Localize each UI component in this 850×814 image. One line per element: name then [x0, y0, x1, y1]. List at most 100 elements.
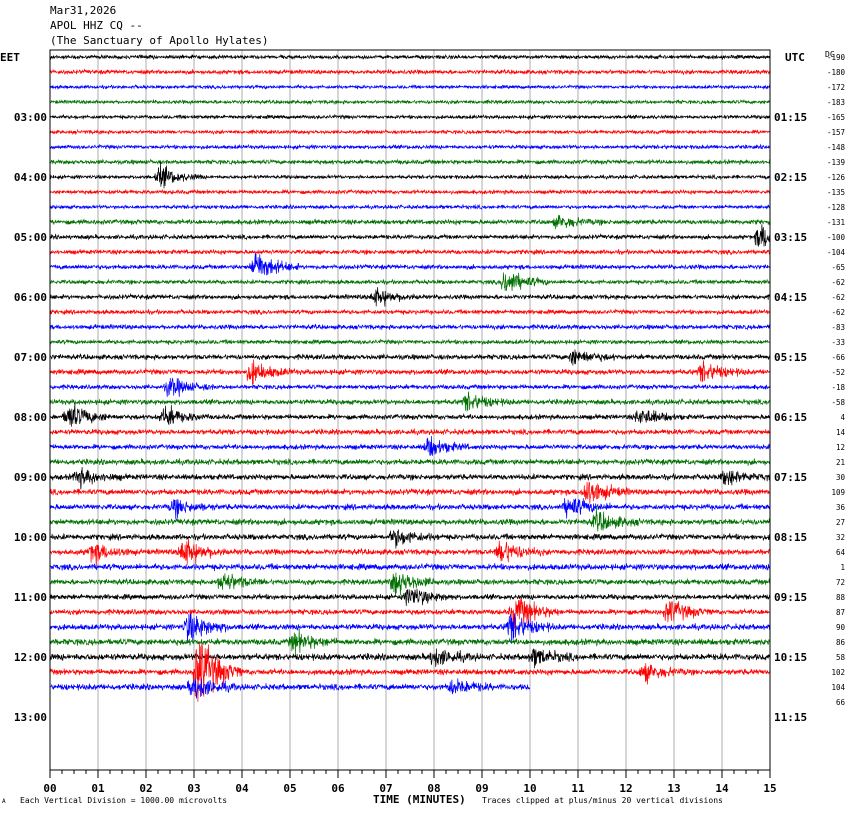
dc-offset-label: -52 — [831, 368, 845, 377]
footer-left-mark: A — [2, 798, 6, 805]
right-hour-label: 10:15 — [774, 651, 807, 664]
trace-row-30 — [49, 498, 771, 520]
dc-offset-labels: -190 -180 -172 -183 -165 -157 -148 -139 -126 -135… — [827, 53, 846, 707]
x-tick-label: 11 — [571, 782, 585, 795]
dc-offset-label: 64 — [836, 548, 846, 557]
left-hour-label: 03:00 — [14, 111, 47, 124]
trace-row-22 — [49, 377, 771, 397]
trace-row-29 — [49, 481, 771, 504]
left-hour-label: 11:00 — [14, 591, 47, 604]
trace-row-16 — [49, 287, 771, 307]
dc-offset-label: -157 — [827, 128, 845, 137]
dc-offset-label: -148 — [827, 143, 846, 152]
dc-offset-label: 86 — [836, 638, 846, 647]
trace-row-1 — [49, 68, 771, 76]
dc-offset-label: 30 — [836, 473, 846, 482]
trace-row-39 — [49, 628, 771, 655]
trace-row-10 — [49, 203, 771, 211]
trace-row-9 — [49, 188, 771, 196]
trace-row-19 — [49, 338, 771, 346]
x-tick-label: 14 — [715, 782, 729, 795]
trace-row-2 — [49, 83, 771, 91]
dc-offset-label: -104 — [827, 248, 846, 257]
dc-offset-label: -180 — [827, 68, 846, 77]
x-tick-label: 04 — [235, 782, 249, 795]
left-hour-label: 06:00 — [14, 291, 47, 304]
dc-offset-label: 36 — [836, 503, 846, 512]
dc-offset-label: 32 — [836, 533, 845, 542]
right-hour-label: 05:15 — [774, 351, 807, 364]
dc-offset-label: -62 — [831, 293, 845, 302]
trace-row-42 — [49, 678, 531, 699]
trace-row-41 — [49, 642, 771, 702]
trace-row-33 — [49, 538, 771, 567]
trace-row-4 — [49, 113, 771, 121]
trace-row-24 — [49, 403, 771, 427]
left-axis-label: EET — [0, 51, 20, 64]
x-tick-label: 10 — [523, 782, 536, 795]
seismic-traces — [49, 53, 771, 702]
right-hour-label: 02:15 — [774, 171, 807, 184]
dc-offset-label: -66 — [831, 353, 845, 362]
trace-row-15 — [49, 272, 771, 292]
dc-offset-label: -172 — [827, 83, 845, 92]
x-tick-label: 01 — [91, 782, 105, 795]
dc-offset-label: -65 — [831, 263, 845, 272]
trace-row-23 — [49, 391, 770, 412]
x-tick-label: 03 — [187, 782, 200, 795]
trace-row-20 — [49, 349, 771, 366]
trace-row-34 — [49, 563, 771, 572]
dc-label: DC — [825, 50, 835, 59]
clip-note: Traces clipped at plus/minus 20 vertical… — [482, 796, 723, 805]
dc-offset-label: 4 — [840, 413, 845, 422]
header-location: (The Sanctuary of Apollo Hylates) — [50, 34, 269, 47]
dc-offset-label: -128 — [827, 203, 846, 212]
plot-frame — [49, 49, 771, 771]
dc-offset-label: -100 — [827, 233, 846, 242]
dc-offset-label: 88 — [836, 593, 846, 602]
x-tick-label: 15 — [763, 782, 776, 795]
trace-row-37 — [49, 597, 771, 630]
trace-row-6 — [49, 143, 771, 151]
dc-offset-label: -131 — [827, 218, 845, 227]
right-hour-label: 11:15 — [774, 711, 807, 724]
x-tick-label: 07 — [379, 782, 392, 795]
dc-offset-label: -58 — [831, 398, 845, 407]
left-hour-label: 12:00 — [14, 651, 47, 664]
dc-offset-label: 1 — [840, 563, 845, 572]
scale-note: Each Vertical Division = 1000.00 microvo… — [20, 796, 227, 805]
dc-offset-label: 12 — [836, 443, 845, 452]
trace-row-18 — [49, 323, 770, 331]
trace-row-3 — [49, 98, 771, 106]
trace-row-36 — [49, 588, 771, 606]
right-axis-label: UTC — [785, 51, 805, 64]
left-hour-label: 05:00 — [14, 231, 47, 244]
right-hour-labels: 01:15 02:15 03:15 04:15 05:15 06:15 07:15 08:15… — [774, 111, 807, 724]
left-hour-label: 13:00 — [14, 711, 47, 724]
dc-offset-label: 27 — [836, 518, 845, 527]
header-station: APOL HHZ CQ -- — [50, 19, 143, 32]
trace-row-21 — [49, 359, 771, 385]
dc-offset-label: -126 — [827, 173, 846, 182]
trace-row-5 — [49, 128, 771, 136]
left-hour-label: 09:00 — [14, 471, 47, 484]
dc-offset-label: -83 — [831, 323, 845, 332]
grid-lines — [97, 50, 723, 770]
right-hour-label: 03:15 — [774, 231, 807, 244]
left-hour-label: 07:00 — [14, 351, 47, 364]
right-hour-label: 08:15 — [774, 531, 807, 544]
right-hour-label: 07:15 — [774, 471, 807, 484]
trace-row-8 — [49, 161, 771, 189]
trace-row-12 — [49, 224, 771, 247]
trace-row-40 — [49, 648, 771, 669]
trace-row-31 — [49, 506, 771, 532]
trace-row-35 — [49, 572, 771, 596]
dc-offset-label: -183 — [827, 98, 845, 107]
x-tick-label: 06 — [331, 782, 345, 795]
header-date: Mar31,2026 — [50, 4, 117, 17]
trace-row-28 — [49, 467, 771, 490]
dc-offset-label: -18 — [831, 383, 845, 392]
right-hour-label: 04:15 — [774, 291, 807, 304]
trace-row-14 — [49, 253, 771, 276]
